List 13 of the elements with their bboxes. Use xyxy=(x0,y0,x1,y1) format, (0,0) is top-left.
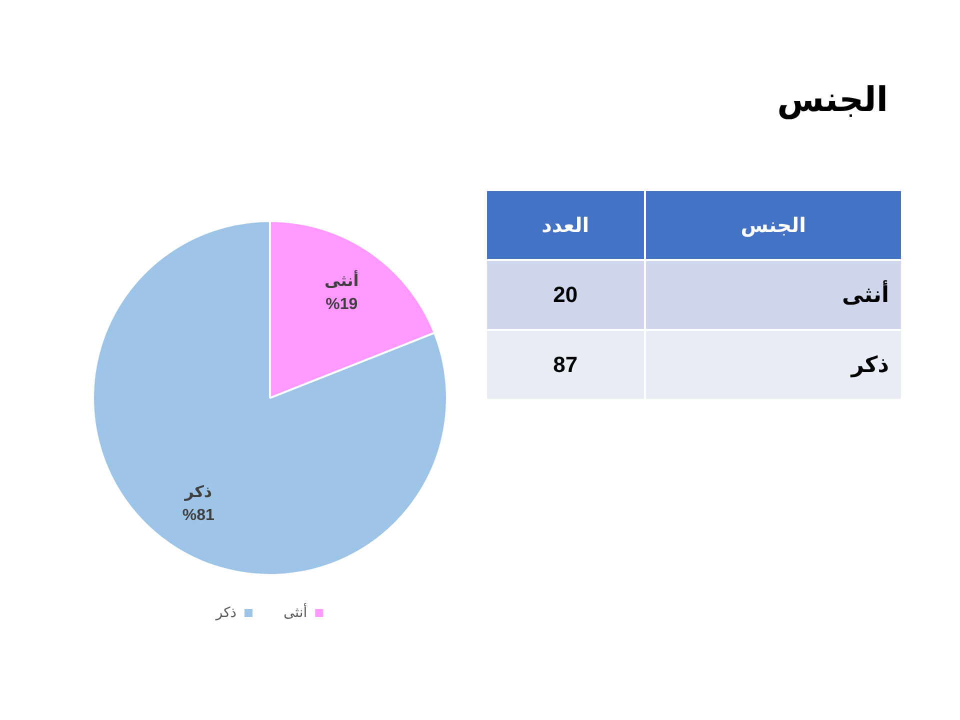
text: الجنس xyxy=(777,80,888,120)
category-label: ذكر xyxy=(851,352,889,377)
data-label: %19 xyxy=(326,296,358,314)
text: 87 xyxy=(487,330,645,400)
text: العدد xyxy=(487,191,645,260)
data-label: %81 xyxy=(182,506,214,524)
text: الجنس xyxy=(644,191,902,260)
slice-label: ذكر xyxy=(184,484,212,501)
legend-label: ذكر xyxy=(214,604,236,621)
text: 20 xyxy=(487,260,645,330)
category-label: أنثى xyxy=(842,282,889,307)
legend-label: أنثى xyxy=(283,602,308,620)
slice-label: أنثى xyxy=(324,270,359,290)
